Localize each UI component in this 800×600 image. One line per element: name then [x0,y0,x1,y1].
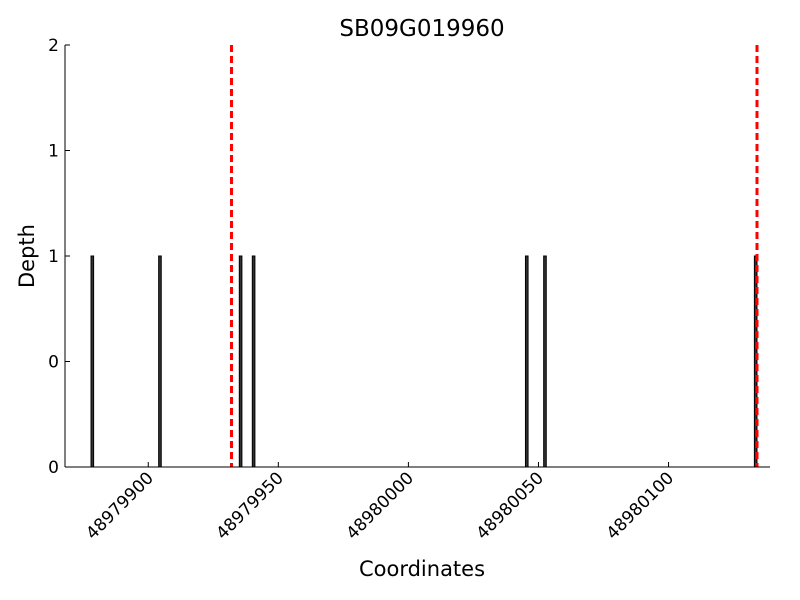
bar [158,255,162,468]
bar [238,255,243,468]
x-tick-label: 48979900 [82,468,157,543]
y-axis-label: Depth [15,224,39,288]
chart-title: SB09G019960 [339,16,504,42]
bar [90,255,95,468]
x-tick-label: 48980000 [343,468,418,543]
x-tick-label: 48980100 [603,468,678,543]
bar [543,255,547,468]
y-tick-label: 2 [48,36,59,56]
y-tick-label: 1 [48,142,59,162]
y-tick-label: 0 [48,458,59,478]
y-tick-label: 1 [48,247,59,267]
x-tick-label: 48979950 [213,468,288,543]
x-tick-label: 48980050 [473,468,548,543]
bar [251,255,256,468]
x-axis-label: Coordinates [359,557,485,581]
y-tick-label: 0 [48,353,59,373]
bar [524,255,529,468]
